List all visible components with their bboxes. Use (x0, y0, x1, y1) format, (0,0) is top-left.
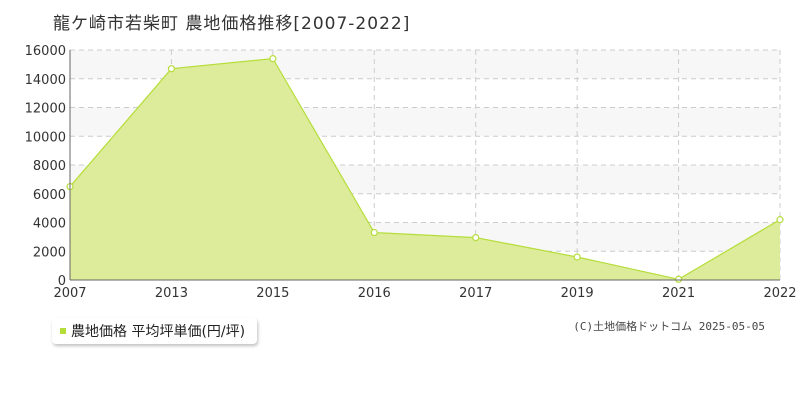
data-point (674, 275, 683, 283)
data-point (167, 65, 176, 73)
y-tick-label: 8000 (33, 159, 66, 174)
series-line (69, 57, 781, 280)
series-area (70, 58, 780, 280)
y-tick-labels: 0 2000 4000 6000 8000 10000 12000 14000 16000 (25, 44, 66, 289)
data-point (573, 253, 581, 261)
y-tick-label: 4000 (33, 217, 66, 232)
y-tick-label: 14000 (25, 73, 66, 88)
chart-title: 龍ケ崎市若柴町 農地価格推移[2007-2022] (53, 14, 411, 34)
y-tick-label: 16000 (25, 44, 66, 59)
data-point (776, 216, 784, 224)
legend-label: 農地価格 平均坪単価(円/坪) (71, 324, 246, 340)
data-point (472, 233, 480, 242)
data-point (269, 55, 277, 63)
axes (69, 50, 780, 281)
y-tick-label: 10000 (25, 130, 66, 145)
y-tick-label: 0 (58, 274, 66, 289)
x-tick-label: 2016 (358, 286, 391, 301)
y-tick-label: 12000 (25, 102, 66, 117)
y-tick-label: 2000 (33, 245, 66, 260)
data-point (370, 228, 378, 237)
x-tick-labels: 2007 2013 2015 2016 2017 2019 2021 2022 (53, 286, 796, 301)
x-tick-label: 2022 (763, 286, 796, 301)
x-tick-label: 2017 (459, 286, 492, 301)
x-tick-label: 2019 (561, 286, 594, 301)
x-tick-label: 2013 (155, 286, 188, 301)
credit-text: (C)土地価格ドットコム 2025-05-05 (573, 320, 765, 333)
data-points (66, 55, 784, 283)
y-tick-label: 6000 (33, 188, 66, 203)
legend: 農地価格 平均坪単価(円/坪) (52, 318, 258, 344)
legend-swatch (60, 328, 66, 334)
x-tick-label: 2015 (256, 286, 289, 301)
x-tick-label: 2021 (662, 286, 695, 301)
x-tick-label: 2007 (53, 286, 86, 301)
